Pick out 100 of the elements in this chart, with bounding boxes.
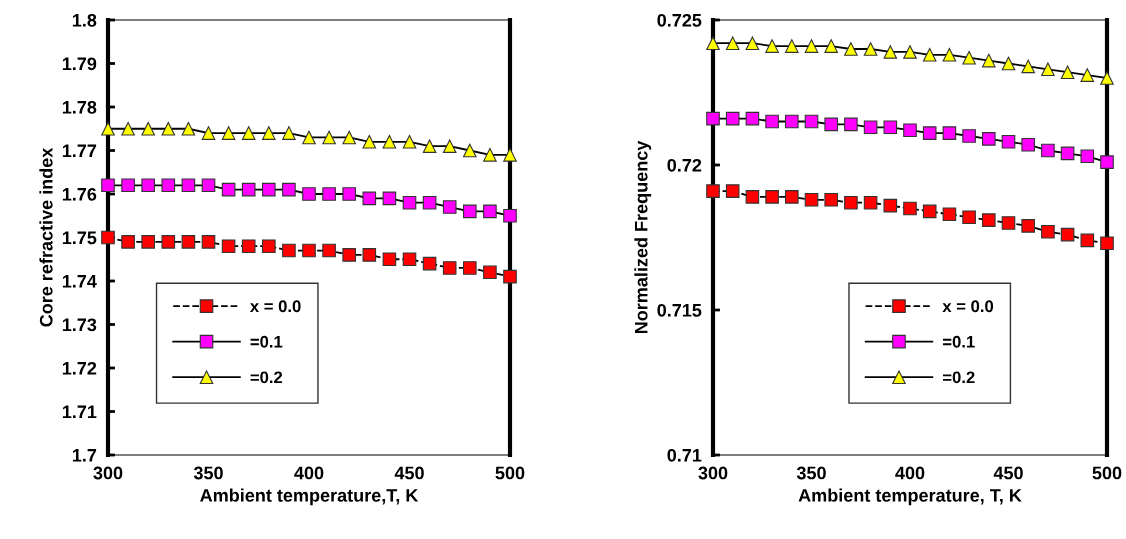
point [903,45,917,59]
point [745,190,760,204]
point [121,235,135,249]
point [962,50,976,65]
point [121,178,135,193]
point [462,143,477,158]
point [1100,155,1114,169]
legend-label: x = 0.0 [249,300,301,313]
point [282,243,296,258]
x-axis-title: Ambient temperature, T, K [798,488,1022,506]
x-tick-label: 400 [294,466,324,480]
point [863,120,878,135]
y-tick-label: 0.725 [657,13,702,27]
point [382,191,397,206]
point [942,47,957,62]
x-tick-label: 300 [93,466,123,480]
y-tick-label: 0.71 [667,448,702,462]
x-tick-label: 450 [993,466,1023,480]
point [725,36,740,51]
point [824,39,839,53]
point [342,187,357,201]
point [442,200,457,214]
point [382,134,397,149]
point [181,235,196,249]
point [503,269,517,284]
point [1060,65,1075,80]
point [1080,149,1095,164]
point [402,252,417,267]
point [883,198,898,213]
y-tick-label: 1.7 [72,449,97,462]
point [1100,71,1114,85]
point [201,178,216,193]
point [221,182,236,197]
point [765,114,779,129]
point [362,248,377,262]
x-tick-label: 400 [895,466,925,480]
point [483,265,497,280]
point [181,121,196,136]
point [725,111,740,126]
point [503,148,517,162]
point [863,42,878,56]
point [322,243,336,258]
point [784,114,799,129]
point [942,126,957,140]
legend-label: =0.1 [943,335,975,348]
x-tick-label: 350 [796,466,826,480]
point [1021,219,1036,233]
point [922,47,937,62]
point [141,235,156,249]
point [101,178,115,193]
point [804,39,819,53]
point [981,132,996,146]
point [1100,236,1114,251]
x-tick-label: 500 [495,466,525,480]
y-tick-label: 1.77 [62,144,97,158]
point [804,114,819,129]
point [784,190,799,204]
point [942,207,957,222]
point [161,235,176,249]
y-tick-label: 1.73 [62,318,97,332]
point [824,117,839,132]
point [462,261,477,275]
point [706,184,720,198]
point [221,126,236,140]
point [161,178,176,193]
point [382,252,397,267]
point [101,230,115,245]
point [503,208,517,223]
point [402,195,417,210]
point [1041,143,1055,158]
point [844,195,858,210]
point [863,195,878,210]
point [745,111,760,126]
point [302,187,316,201]
point [362,191,377,206]
point [1001,56,1016,71]
point [342,248,357,262]
point [261,126,276,140]
point [342,130,357,145]
point [804,192,819,207]
point [302,243,316,258]
y-tick-label: 1.75 [62,231,97,245]
y-tick-label: 1.74 [62,275,97,288]
point [1021,137,1036,152]
point [442,261,457,275]
y-axis-title: Normalized Frequency [634,140,652,334]
x-tick-label: 350 [193,466,223,480]
point [981,213,996,227]
y-tick-label: 1.72 [62,361,97,375]
point [903,123,917,138]
y-tick-label: 1.79 [62,57,97,71]
point [883,45,898,59]
legend-label: =0.2 [250,371,283,384]
point [282,126,296,140]
point [121,121,135,136]
x-tick-label: 450 [394,466,424,480]
point [483,204,497,219]
y-tick-label: 1.71 [62,405,97,419]
point [883,120,898,135]
point [181,178,196,193]
